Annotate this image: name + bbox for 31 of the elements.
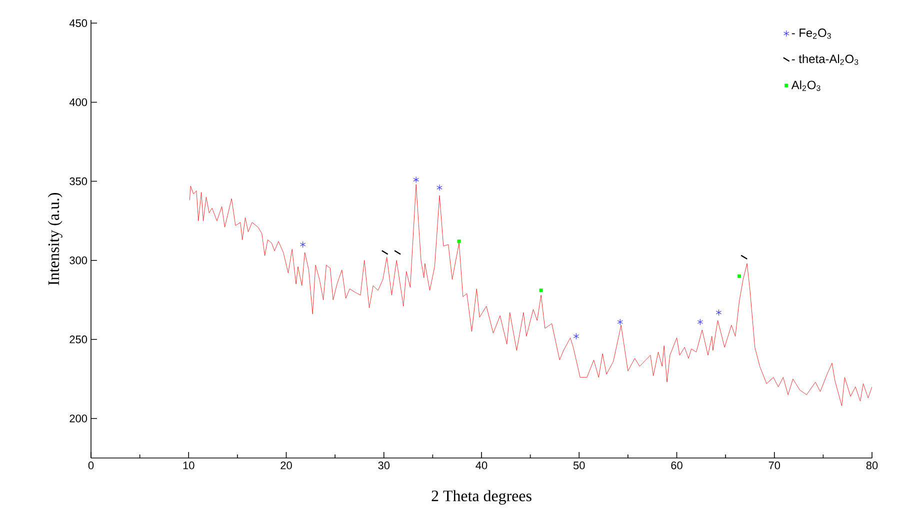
point — [716, 309, 722, 316]
x-tick-label: 80 — [866, 462, 878, 470]
legend-label: - Fe$_{2}$O$_{3}$ — [792, 28, 831, 39]
line-series — [189, 184, 872, 406]
y-tick-label: 300 — [70, 256, 88, 264]
point — [457, 240, 461, 244]
x-tick-label: 10 — [183, 462, 194, 470]
y-tick-label: 450 — [69, 19, 88, 28]
y-tick-label: 200 — [70, 414, 88, 422]
y-tick-label: 250 — [70, 336, 88, 344]
y-tick-label: 400 — [69, 98, 88, 106]
x-tick-label: 70 — [768, 462, 780, 470]
x-tick-label: 30 — [378, 462, 390, 470]
point — [573, 332, 580, 340]
point — [413, 176, 419, 183]
x-tick-label: 60 — [671, 462, 682, 470]
y-tick-label: 350 — [70, 177, 88, 186]
point — [697, 318, 704, 326]
point — [300, 241, 306, 248]
point — [617, 318, 624, 326]
y-axis-title: Intensity (a.u.) — [48, 192, 62, 286]
x-axis-title: 2 Theta degrees — [432, 490, 532, 505]
x-tick-label: 50 — [573, 462, 585, 470]
point — [436, 184, 442, 191]
x-tick-label: 0 — [88, 462, 94, 470]
legend-label: Al$_{2}$O$_{3}$ — [791, 80, 820, 91]
x-tick-label: 40 — [476, 462, 488, 470]
point — [539, 288, 543, 292]
legend-label: - theta-Al$_{2}$O$_{3}$ — [792, 54, 858, 65]
point — [737, 274, 742, 278]
x-tick-label: 20 — [280, 462, 292, 470]
